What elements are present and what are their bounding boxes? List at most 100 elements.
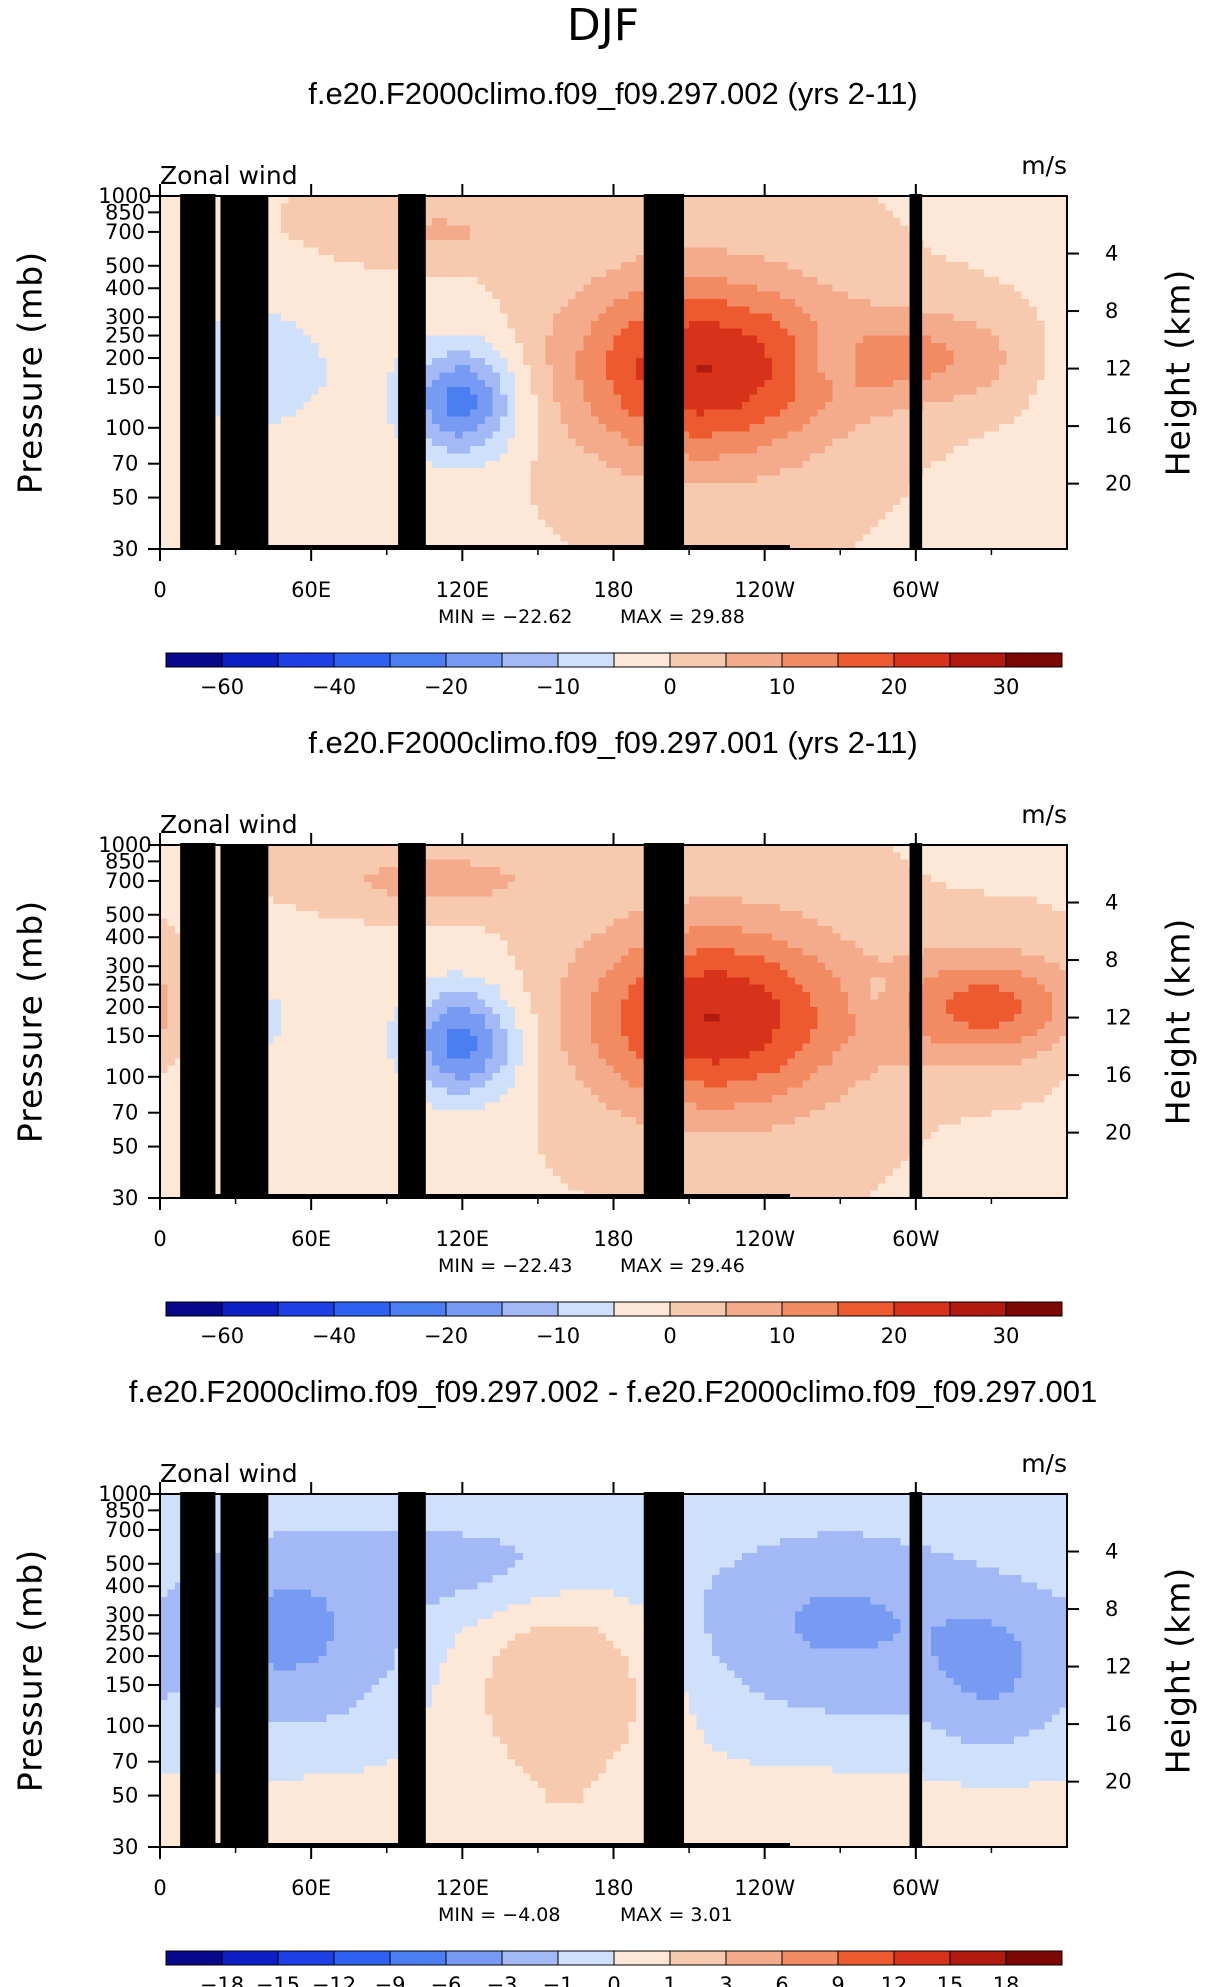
contour-cell [862,460,872,469]
contour-cell [1021,203,1030,212]
contour-cell [825,409,834,418]
contour-cell [681,313,690,322]
contour-cell [741,321,751,329]
contour-cell [711,321,720,329]
contour-cell [817,225,826,234]
contour-cell [280,379,290,388]
contour-cell [976,306,985,315]
contour-cell [787,431,796,440]
contour-cell [1029,262,1038,271]
contour-cell [364,357,373,366]
contour-cell [356,276,365,285]
contour-cell [885,475,894,484]
contour-cell [348,365,358,374]
contour-cell [568,298,577,307]
contour-cell [175,416,184,425]
contour-cell [507,490,516,499]
contour-cell [1006,218,1015,227]
contour-cell [311,394,320,403]
contour-cell [265,262,274,271]
contour-cell [961,482,970,491]
contour-cell [696,372,705,381]
contour-cell [930,372,940,381]
contour-cell [757,401,766,410]
contour-cell [537,306,547,315]
contour-cell [1051,254,1061,263]
contour-cell [893,269,902,278]
contour-cell [605,232,615,241]
contour-cell [575,468,584,477]
contour-cell [500,365,509,374]
contour-cell [749,254,758,263]
contour-cell [779,343,788,352]
contour-cell [704,409,713,418]
contour-cell [734,438,743,447]
contour-cell [477,343,486,352]
contour-cell [1036,387,1045,396]
contour-cell [689,365,698,374]
contour-cell [1059,357,1068,366]
contour-cell [938,291,947,300]
contour-cell [1014,468,1023,477]
contour-cell [296,438,305,447]
contour-cell [553,423,562,432]
contour-cell [794,446,804,454]
contour-cell [862,247,872,256]
contour-cell [492,254,501,263]
contour-cell [983,372,993,381]
contour-cell [1059,394,1068,403]
contour-cell [348,468,358,477]
contour-cell [840,387,849,396]
contour-cell [862,475,872,484]
contour-cell [371,232,380,241]
contour-cell [893,438,902,447]
contour-cell [696,409,705,418]
contour-cell [764,431,773,440]
contour-cell [545,240,554,249]
contour-cell [273,423,282,432]
contour-cell [522,482,531,491]
contour-cell [741,218,751,227]
contour-cell [998,291,1008,300]
contour-cell [469,218,479,227]
contour-cell [439,372,448,381]
contour-cell [900,460,909,469]
contour-cell [386,240,395,249]
contour-cell [598,313,607,322]
contour-cell [537,276,547,285]
contour-cell [318,284,327,293]
contour-cell [976,210,985,219]
contour-cell [386,357,395,366]
contour-cell [175,343,184,352]
contour-cell [961,291,970,300]
contour-cell [583,394,592,403]
contour-cell [991,357,1000,366]
contour-cell [983,225,993,234]
contour-cell [1036,262,1045,271]
contour-cell [522,247,531,256]
contour-cell [432,298,441,307]
contour-cell [326,431,335,440]
contour-cell [326,240,335,249]
contour-cell [878,232,887,241]
contour-cell [333,350,342,359]
contour-cell [296,431,305,440]
contour-cell [711,387,720,396]
contour-cell [160,276,169,285]
contour-cell [454,335,463,344]
contour-cell [530,218,539,227]
contour-cell [462,401,471,410]
contour-cell [787,475,796,484]
contour-cell [379,276,388,285]
contour-cell [1029,232,1038,241]
contour-cell [998,350,1008,359]
contour-cell [711,431,720,440]
contour-cell [749,196,758,204]
contour-cell [998,431,1008,440]
contour-cell [1029,431,1038,440]
contour-cell [968,475,977,484]
contour-cell [757,490,766,499]
contour-cell [900,446,909,454]
contour-cell [961,438,970,447]
contour-cell [734,196,743,204]
